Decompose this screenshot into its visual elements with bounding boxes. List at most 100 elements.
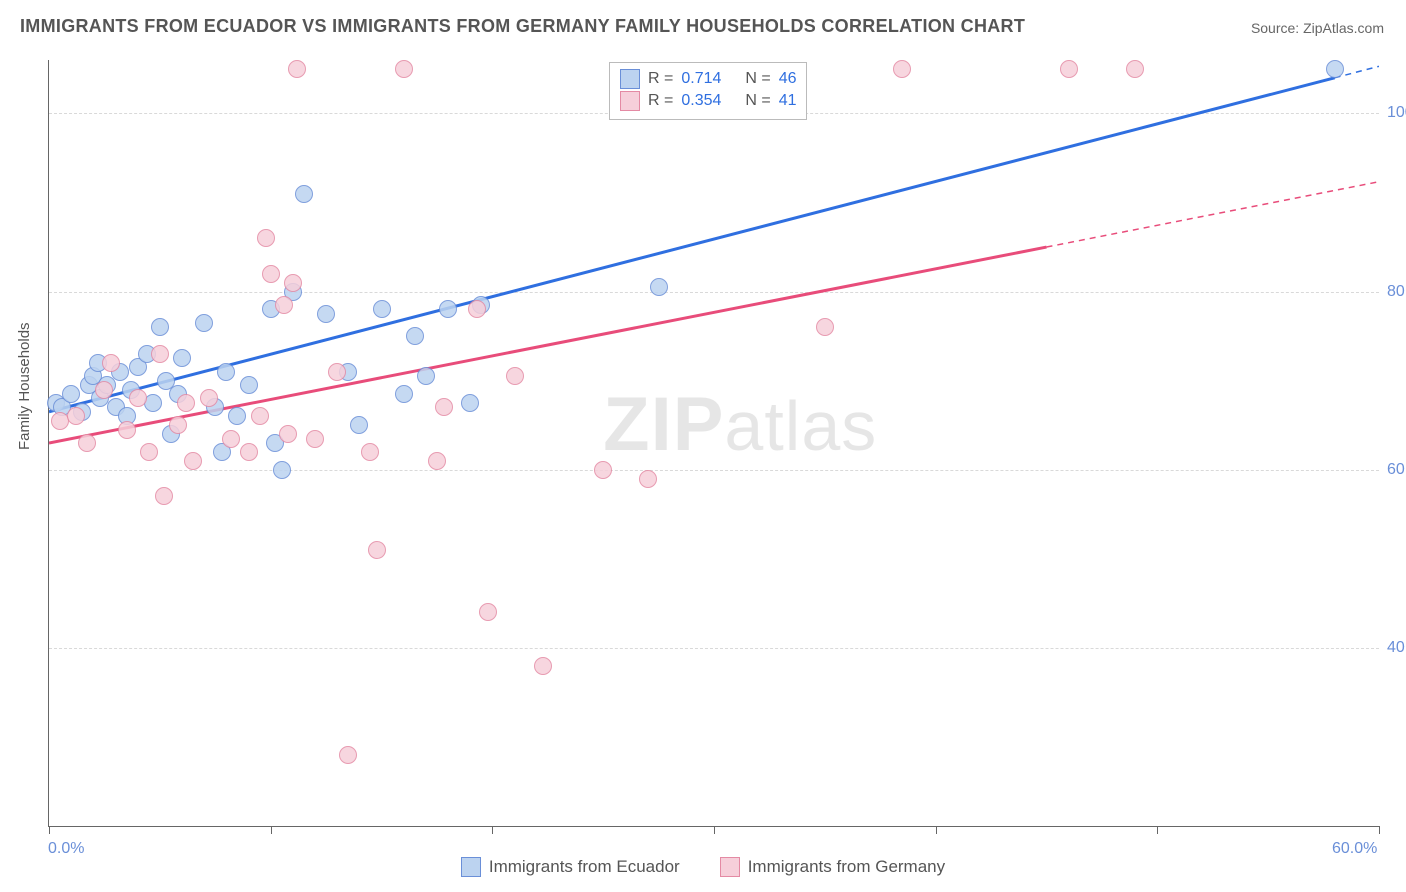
- x-tick: [936, 826, 937, 834]
- data-point-ecuador: [144, 394, 162, 412]
- trend-line-ecuador: [49, 78, 1335, 412]
- data-point-germany: [279, 425, 297, 443]
- data-point-germany: [169, 416, 187, 434]
- data-point-germany: [177, 394, 195, 412]
- data-point-germany: [1060, 60, 1078, 78]
- legend-bottom-item-ecuador: Immigrants from Ecuador: [461, 857, 680, 877]
- x-tick-label: 60.0%: [1332, 840, 1377, 858]
- legend-n-value: 41: [779, 92, 797, 110]
- data-point-ecuador: [373, 300, 391, 318]
- data-point-germany: [222, 430, 240, 448]
- data-point-germany: [151, 345, 169, 363]
- x-tick: [271, 826, 272, 834]
- data-point-germany: [251, 407, 269, 425]
- legend-swatch-ecuador: [620, 69, 640, 89]
- data-point-germany: [639, 470, 657, 488]
- data-point-ecuador: [439, 300, 457, 318]
- data-point-ecuador: [650, 278, 668, 296]
- x-tick: [492, 826, 493, 834]
- data-point-germany: [262, 265, 280, 283]
- y-tick-label: 40.0%: [1387, 639, 1406, 657]
- x-tick-label: 0.0%: [48, 840, 84, 858]
- data-point-germany: [200, 389, 218, 407]
- data-point-ecuador: [295, 185, 313, 203]
- x-tick: [714, 826, 715, 834]
- data-point-germany: [339, 746, 357, 764]
- data-point-germany: [594, 461, 612, 479]
- legend-r-value: 0.354: [681, 92, 737, 110]
- data-point-ecuador: [217, 363, 235, 381]
- legend-stats-row-ecuador: R =0.714N =46: [620, 69, 796, 89]
- x-tick: [1379, 826, 1380, 834]
- data-point-germany: [275, 296, 293, 314]
- data-point-ecuador: [406, 327, 424, 345]
- legend-swatch-ecuador: [461, 857, 481, 877]
- data-point-germany: [67, 407, 85, 425]
- trend-line-germany: [49, 247, 1047, 443]
- y-tick-label: 80.0%: [1387, 283, 1406, 301]
- data-point-ecuador: [317, 305, 335, 323]
- legend-bottom: Immigrants from Ecuador Immigrants from G…: [0, 857, 1406, 882]
- data-point-germany: [140, 443, 158, 461]
- data-point-germany: [328, 363, 346, 381]
- y-tick-label: 100.0%: [1387, 104, 1406, 122]
- data-point-germany: [816, 318, 834, 336]
- legend-n-label: N =: [745, 92, 770, 110]
- watermark: ZIPatlas: [603, 381, 877, 468]
- data-point-germany: [893, 60, 911, 78]
- watermark-bold: ZIP: [603, 382, 724, 467]
- legend-swatch-germany: [620, 91, 640, 111]
- y-axis-label: Family Households: [16, 322, 33, 450]
- legend-bottom-label: Immigrants from Germany: [748, 857, 945, 877]
- gridline: [49, 470, 1379, 471]
- data-point-germany: [306, 430, 324, 448]
- x-tick: [49, 826, 50, 834]
- data-point-germany: [257, 229, 275, 247]
- data-point-ecuador: [151, 318, 169, 336]
- data-point-ecuador: [273, 461, 291, 479]
- data-point-ecuador: [395, 385, 413, 403]
- plot-area: ZIPatlas 40.0%60.0%80.0%100.0%R =0.714N …: [48, 60, 1379, 827]
- data-point-germany: [479, 603, 497, 621]
- data-point-germany: [428, 452, 446, 470]
- data-point-germany: [1126, 60, 1144, 78]
- legend-stats: R =0.714N =46 R = 0.354 N = 41: [609, 62, 807, 120]
- data-point-germany: [368, 541, 386, 559]
- data-point-germany: [395, 60, 413, 78]
- data-point-germany: [288, 60, 306, 78]
- data-point-ecuador: [240, 376, 258, 394]
- data-point-ecuador: [195, 314, 213, 332]
- data-point-ecuador: [228, 407, 246, 425]
- gridline: [49, 648, 1379, 649]
- data-point-germany: [102, 354, 120, 372]
- data-point-germany: [361, 443, 379, 461]
- data-point-ecuador: [417, 367, 435, 385]
- data-point-germany: [78, 434, 96, 452]
- data-point-ecuador: [1326, 60, 1344, 78]
- data-point-germany: [118, 421, 136, 439]
- data-point-germany: [506, 367, 524, 385]
- y-tick-label: 60.0%: [1387, 461, 1406, 479]
- legend-stats-row-germany: R = 0.354 N = 41: [620, 91, 796, 111]
- legend-r-value: 0.714: [681, 70, 737, 88]
- data-point-ecuador: [350, 416, 368, 434]
- legend-bottom-label: Immigrants from Ecuador: [489, 857, 680, 877]
- data-point-germany: [240, 443, 258, 461]
- watermark-rest: atlas: [724, 387, 877, 465]
- data-point-germany: [435, 398, 453, 416]
- data-point-germany: [284, 274, 302, 292]
- data-point-germany: [468, 300, 486, 318]
- x-tick: [1157, 826, 1158, 834]
- data-point-germany: [95, 381, 113, 399]
- legend-bottom-item-germany: Immigrants from Germany: [720, 857, 945, 877]
- legend-r-label: R =: [648, 92, 673, 110]
- data-point-ecuador: [62, 385, 80, 403]
- gridline: [49, 292, 1379, 293]
- data-point-ecuador: [173, 349, 191, 367]
- legend-n-value: 46: [779, 70, 797, 88]
- data-point-ecuador: [461, 394, 479, 412]
- chart-title: IMMIGRANTS FROM ECUADOR VS IMMIGRANTS FR…: [20, 16, 1025, 37]
- source-label: Source: ZipAtlas.com: [1251, 20, 1384, 36]
- data-point-germany: [155, 487, 173, 505]
- chart-container: IMMIGRANTS FROM ECUADOR VS IMMIGRANTS FR…: [0, 0, 1406, 892]
